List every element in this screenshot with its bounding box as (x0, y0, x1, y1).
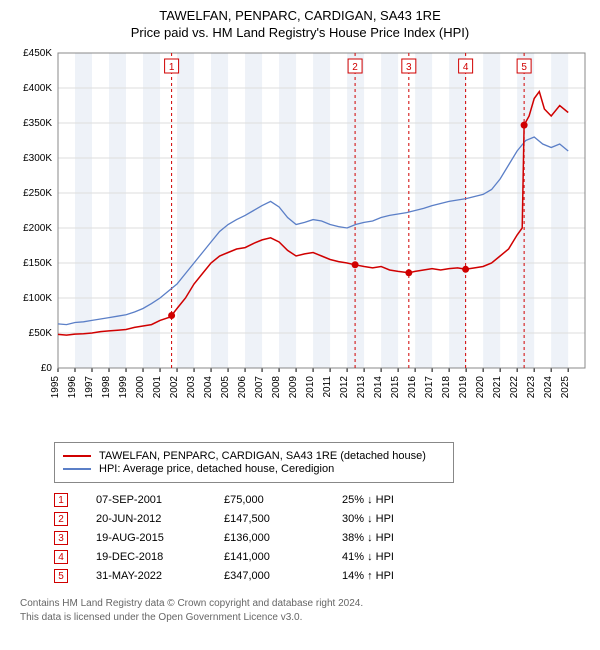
svg-text:2015: 2015 (390, 376, 401, 399)
title-address: TAWELFAN, PENPARC, CARDIGAN, SA43 1RE (10, 8, 590, 23)
sale-marker: 3 (54, 531, 68, 545)
svg-text:2010: 2010 (305, 376, 316, 399)
svg-text:2012: 2012 (339, 376, 350, 399)
sale-delta: 30% ↓ HPI (342, 513, 422, 525)
legend-label: HPI: Average price, detached house, Cere… (99, 463, 334, 475)
svg-text:2001: 2001 (152, 376, 163, 399)
sale-marker: 4 (54, 550, 68, 564)
sale-price: £147,500 (224, 513, 314, 525)
svg-text:2002: 2002 (169, 376, 180, 399)
svg-text:1: 1 (169, 62, 175, 73)
footer-attribution: Contains HM Land Registry data © Crown c… (20, 597, 582, 624)
sale-price: £347,000 (224, 570, 314, 582)
legend-swatch (63, 455, 91, 457)
svg-text:1997: 1997 (84, 376, 95, 399)
svg-text:2: 2 (352, 62, 358, 73)
footer-line2: This data is licensed under the Open Gov… (20, 611, 582, 625)
sale-price: £141,000 (224, 551, 314, 563)
svg-text:2008: 2008 (271, 376, 282, 399)
svg-text:2023: 2023 (526, 376, 537, 399)
sale-delta: 41% ↓ HPI (342, 551, 422, 563)
svg-text:£0: £0 (41, 363, 53, 374)
price-chart: £0 £50K £100K £150K £200K £250K £300K £350K £400… (10, 48, 590, 428)
svg-text:2019: 2019 (458, 376, 469, 399)
svg-text:£100K: £100K (23, 293, 52, 304)
svg-text:£200K: £200K (23, 223, 52, 234)
footer-line1: Contains HM Land Registry data © Crown c… (20, 597, 582, 611)
sale-delta: 25% ↓ HPI (342, 494, 422, 506)
sale-date: 20-JUN-2012 (96, 513, 196, 525)
svg-text:£250K: £250K (23, 188, 52, 199)
svg-text:£350K: £350K (23, 118, 52, 129)
svg-text:5: 5 (521, 62, 527, 73)
legend-label: TAWELFAN, PENPARC, CARDIGAN, SA43 1RE (d… (99, 450, 426, 462)
sale-row: 3 19-AUG-2015 £136,000 38% ↓ HPI (54, 531, 582, 545)
svg-text:2009: 2009 (288, 376, 299, 399)
svg-text:£300K: £300K (23, 153, 52, 164)
svg-text:4: 4 (463, 62, 469, 73)
svg-text:2003: 2003 (186, 376, 197, 399)
sale-marker: 1 (54, 493, 68, 507)
sale-price: £136,000 (224, 532, 314, 544)
sale-date: 07-SEP-2001 (96, 494, 196, 506)
svg-text:2025: 2025 (560, 376, 571, 399)
sale-date: 19-DEC-2018 (96, 551, 196, 563)
legend-swatch (63, 468, 91, 470)
sale-price: £75,000 (224, 494, 314, 506)
svg-text:1996: 1996 (67, 376, 78, 399)
svg-text:£150K: £150K (23, 258, 52, 269)
svg-text:2011: 2011 (322, 376, 333, 398)
sales-table: 1 07-SEP-2001 £75,000 25% ↓ HPI 2 20-JUN-2012… (54, 493, 582, 583)
sale-date: 31-MAY-2022 (96, 570, 196, 582)
legend-item: TAWELFAN, PENPARC, CARDIGAN, SA43 1RE (d… (63, 450, 445, 462)
svg-text:2022: 2022 (509, 376, 520, 399)
sale-marker: 2 (54, 512, 68, 526)
svg-text:2020: 2020 (475, 376, 486, 399)
sale-delta: 14% ↑ HPI (342, 570, 422, 582)
sale-row: 5 31-MAY-2022 £347,000 14% ↑ HPI (54, 569, 582, 583)
svg-text:2024: 2024 (543, 376, 554, 399)
sale-row: 4 19-DEC-2018 £141,000 41% ↓ HPI (54, 550, 582, 564)
svg-text:2000: 2000 (135, 376, 146, 399)
svg-text:2004: 2004 (203, 376, 214, 399)
sale-date: 19-AUG-2015 (96, 532, 196, 544)
svg-text:£50K: £50K (29, 328, 53, 339)
svg-text:1998: 1998 (101, 376, 112, 399)
svg-text:2014: 2014 (373, 376, 384, 399)
svg-text:£400K: £400K (23, 83, 52, 94)
title-subtitle: Price paid vs. HM Land Registry's House … (10, 25, 590, 40)
sale-row: 2 20-JUN-2012 £147,500 30% ↓ HPI (54, 512, 582, 526)
svg-text:2013: 2013 (356, 376, 367, 399)
svg-text:£450K: £450K (23, 48, 52, 59)
sale-delta: 38% ↓ HPI (342, 532, 422, 544)
svg-text:1999: 1999 (118, 376, 129, 399)
sale-row: 1 07-SEP-2001 £75,000 25% ↓ HPI (54, 493, 582, 507)
svg-text:2007: 2007 (254, 376, 265, 399)
svg-text:3: 3 (406, 62, 412, 73)
sale-marker: 5 (54, 569, 68, 583)
svg-text:2017: 2017 (424, 376, 435, 399)
svg-text:1995: 1995 (50, 376, 61, 399)
svg-text:2021: 2021 (492, 376, 503, 399)
svg-text:2006: 2006 (237, 376, 248, 399)
svg-text:2018: 2018 (441, 376, 452, 399)
legend-item: HPI: Average price, detached house, Cere… (63, 463, 445, 475)
legend: TAWELFAN, PENPARC, CARDIGAN, SA43 1RE (d… (54, 442, 454, 483)
svg-text:2016: 2016 (407, 376, 418, 399)
svg-text:2005: 2005 (220, 376, 231, 399)
